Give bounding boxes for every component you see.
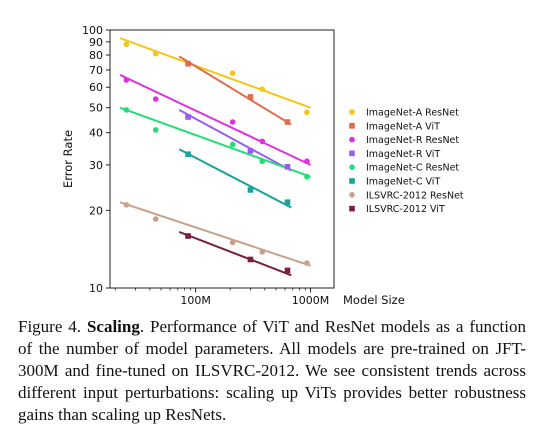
point-imagenet-c-resnet bbox=[304, 173, 310, 180]
point-imagenet-a-resnet bbox=[229, 70, 236, 77]
point-imagenet-c-resnet bbox=[259, 158, 266, 165]
legend-marker-ilsvrc-2012-resnet bbox=[349, 192, 355, 198]
legend-label-imagenet-a-vit: ImageNet-A ViT bbox=[366, 121, 440, 132]
point-imagenet-r-resnet bbox=[123, 77, 130, 83]
fit-line-imagenet-r-resnet bbox=[119, 73, 311, 166]
point-imagenet-a-vit bbox=[247, 94, 254, 100]
legend-marker-imagenet-c-vit bbox=[349, 178, 355, 184]
legend-marker-ilsvrc-2012-vit bbox=[349, 205, 355, 212]
point-ilsvrc-2012-resnet bbox=[229, 239, 236, 246]
y-tick-label: 60 bbox=[89, 81, 103, 94]
y-tick-label: 90 bbox=[89, 36, 103, 49]
fit-line-imagenet-r-vit bbox=[178, 109, 292, 172]
figure-caption: Figure 4. Scaling. Performance of ViT an… bbox=[18, 316, 526, 426]
caption-title: Scaling bbox=[86, 317, 140, 336]
point-imagenet-a-resnet bbox=[123, 41, 130, 48]
y-tick-label: 70 bbox=[89, 64, 103, 77]
legend-label-ilsvrc-2012-vit: ILSVRC-2012 ViT bbox=[366, 204, 445, 215]
fit-line-imagenet-c-resnet bbox=[119, 106, 311, 178]
point-imagenet-a-vit bbox=[284, 119, 291, 125]
legend-label-imagenet-r-resnet: ImageNet-R ResNet bbox=[366, 135, 459, 146]
point-imagenet-c-resnet bbox=[152, 127, 159, 133]
point-ilsvrc-2012-resnet bbox=[152, 216, 159, 222]
y-tick-label: 80 bbox=[89, 49, 103, 62]
fit-lines bbox=[119, 37, 311, 277]
point-imagenet-c-vit bbox=[284, 199, 291, 206]
y-tick-label: 20 bbox=[89, 204, 103, 217]
figure: 100 90 80 70 60 50 40 30 20 10 100M 1000M Error Rat… bbox=[61, 24, 464, 307]
point-imagenet-r-resnet bbox=[229, 119, 236, 125]
legend-marker-imagenet-r-vit bbox=[349, 150, 355, 157]
fit-line-ilsvrc-2012-vit bbox=[178, 230, 292, 277]
point-imagenet-r-vit bbox=[247, 148, 254, 154]
point-ilsvrc-2012-vit bbox=[247, 256, 254, 263]
caption-label: Figure 4. bbox=[18, 317, 87, 336]
point-imagenet-a-resnet bbox=[152, 50, 159, 57]
fit-line-imagenet-a-resnet bbox=[119, 37, 311, 109]
data-markers bbox=[123, 41, 310, 274]
point-ilsvrc-2012-resnet bbox=[259, 249, 266, 255]
fit-line-ilsvrc-2012-resnet bbox=[119, 201, 311, 267]
point-ilsvrc-2012-vit bbox=[185, 233, 191, 239]
legend-marker-imagenet-c-resnet bbox=[349, 164, 355, 170]
x-tick-label: 100M bbox=[180, 294, 211, 307]
point-imagenet-a-resnet bbox=[259, 86, 266, 92]
point-imagenet-r-vit bbox=[284, 163, 291, 170]
legend-label-ilsvrc-2012-resnet: ILSVRC-2012 ResNet bbox=[366, 190, 464, 201]
plot-frame bbox=[109, 29, 335, 289]
legend-label-imagenet-c-resnet: ImageNet-C ResNet bbox=[366, 163, 459, 174]
legend-marker-imagenet-a-resnet bbox=[349, 109, 355, 115]
point-imagenet-r-resnet bbox=[304, 158, 310, 165]
point-imagenet-r-resnet bbox=[259, 138, 266, 145]
y-axis-label: Error Rate bbox=[61, 130, 75, 188]
point-imagenet-a-resnet bbox=[304, 109, 310, 116]
legend-label-imagenet-c-vit: ImageNet-C ViT bbox=[366, 177, 440, 188]
legend-label-imagenet-r-vit: ImageNet-R ViT bbox=[366, 149, 440, 160]
point-imagenet-c-vit bbox=[247, 187, 254, 193]
point-imagenet-c-vit bbox=[185, 151, 191, 158]
point-ilsvrc-2012-vit bbox=[284, 267, 291, 274]
y-tick-label: 50 bbox=[89, 102, 103, 115]
point-imagenet-c-resnet bbox=[229, 141, 236, 148]
point-imagenet-c-resnet bbox=[123, 107, 130, 113]
x-tick-label: 1000M bbox=[292, 294, 330, 307]
y-tick-label: 40 bbox=[89, 127, 103, 140]
y-tick-label: 10 bbox=[89, 282, 103, 295]
legend: ImageNet-A ResNet ImageNet-A ViT ImageNet-… bbox=[349, 108, 464, 215]
point-ilsvrc-2012-resnet bbox=[123, 202, 130, 208]
point-imagenet-r-vit bbox=[185, 114, 191, 120]
x-axis-label: Model Size bbox=[343, 293, 405, 307]
point-ilsvrc-2012-resnet bbox=[304, 260, 310, 266]
legend-marker-imagenet-a-vit bbox=[349, 123, 355, 129]
caption-text: . Performance of ViT and ResNet models a… bbox=[18, 317, 526, 424]
y-tick-label: 100 bbox=[82, 24, 103, 37]
y-tick-label: 30 bbox=[89, 159, 103, 172]
fit-line-imagenet-a-vit bbox=[178, 55, 292, 126]
legend-label-imagenet-a-resnet: ImageNet-A ResNet bbox=[366, 108, 459, 119]
plot-border bbox=[109, 29, 335, 289]
fit-line-imagenet-c-vit bbox=[178, 148, 292, 209]
point-imagenet-r-resnet bbox=[152, 96, 159, 102]
point-imagenet-a-vit bbox=[185, 60, 191, 67]
legend-marker-imagenet-r-resnet bbox=[349, 136, 355, 143]
